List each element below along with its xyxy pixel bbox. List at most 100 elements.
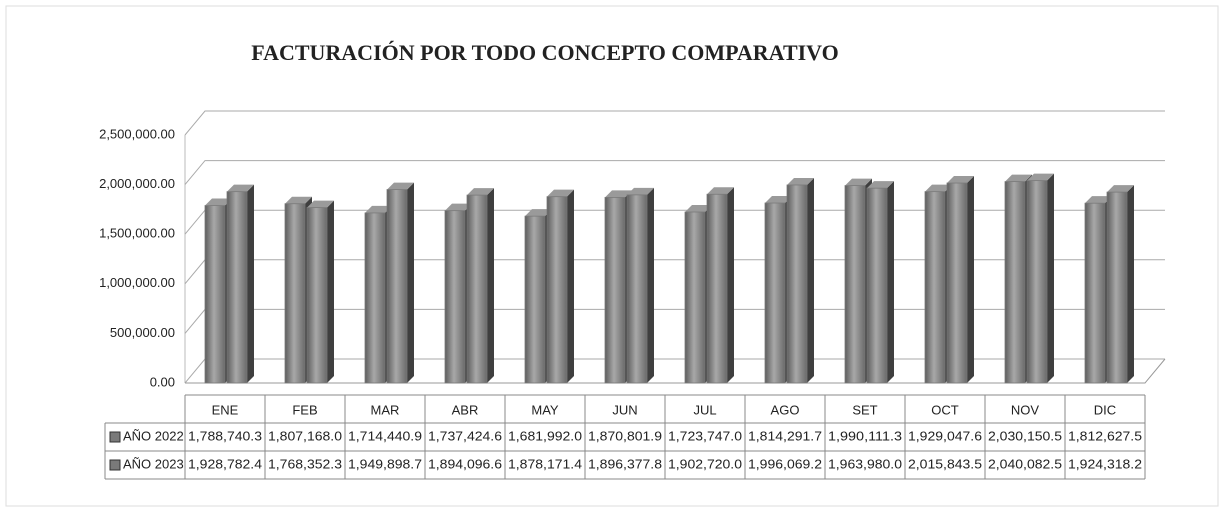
bar-top bbox=[547, 189, 574, 197]
bar-top bbox=[1107, 185, 1134, 193]
x-tick-label: DIC bbox=[1094, 402, 1116, 417]
table-value: 1,949,898.7 bbox=[348, 456, 422, 471]
bar bbox=[924, 191, 946, 384]
bar bbox=[946, 182, 968, 384]
table-value: 2,040,082.5 bbox=[988, 456, 1062, 471]
y-tick-label: 0.00 bbox=[150, 374, 175, 389]
bar-top bbox=[867, 181, 894, 189]
bar bbox=[1004, 181, 1026, 384]
bar-top bbox=[307, 200, 334, 208]
bar bbox=[226, 191, 248, 384]
bar bbox=[1026, 180, 1048, 384]
table-value: 2,030,150.5 bbox=[988, 428, 1062, 443]
bar-side bbox=[727, 187, 734, 383]
x-tick-label: AGO bbox=[771, 402, 800, 417]
table-value: 1,870,801.9 bbox=[588, 428, 662, 443]
bar-top bbox=[947, 176, 974, 184]
legend-key bbox=[109, 431, 121, 443]
bar bbox=[866, 187, 888, 384]
table-value: 2,015,843.5 bbox=[908, 456, 982, 471]
bar-top bbox=[627, 187, 654, 195]
table-value: 1,924,318.2 bbox=[1068, 456, 1142, 471]
bar bbox=[706, 193, 728, 384]
chart-border bbox=[5, 5, 1219, 507]
table-value: 1,894,096.6 bbox=[428, 456, 502, 471]
legend-label: AÑO 2023 bbox=[123, 456, 184, 471]
grid-line bbox=[184, 110, 1165, 136]
table-value: 1,814,291.7 bbox=[748, 428, 822, 443]
table-value: 1,681,992.0 bbox=[508, 428, 582, 443]
bar bbox=[786, 184, 808, 384]
table-value: 1,812,627.5 bbox=[1068, 428, 1142, 443]
y-tick-label: 1,500,000.00 bbox=[99, 226, 175, 241]
bar bbox=[364, 212, 386, 384]
floor bbox=[185, 358, 1166, 384]
bar bbox=[546, 196, 568, 384]
bar-top bbox=[1027, 173, 1054, 181]
bar-side bbox=[1047, 173, 1054, 383]
table-value: 1,996,069.2 bbox=[748, 456, 822, 471]
x-tick-label: ABR bbox=[452, 402, 479, 417]
bar-top bbox=[467, 188, 494, 196]
bar bbox=[604, 197, 626, 384]
bar-side bbox=[487, 188, 494, 383]
bar-top bbox=[525, 209, 552, 217]
table-value: 1,896,377.8 bbox=[588, 456, 662, 471]
table-value: 1,990,111.3 bbox=[828, 428, 902, 443]
bar-top bbox=[365, 205, 392, 213]
x-tick-label: ENE bbox=[212, 402, 239, 417]
bar bbox=[1106, 191, 1128, 384]
table-value: 1,963,980.0 bbox=[828, 456, 902, 471]
bar bbox=[386, 189, 408, 384]
x-tick-label: NOV bbox=[1011, 402, 1040, 417]
bar-top bbox=[787, 177, 814, 185]
bar-side bbox=[567, 189, 574, 383]
x-tick-label: JUN bbox=[612, 402, 637, 417]
bar-top bbox=[285, 196, 312, 204]
grid-line bbox=[184, 160, 1165, 185]
legend-key bbox=[109, 459, 121, 471]
y-tick-label: 2,000,000.00 bbox=[99, 176, 175, 191]
bar-top bbox=[1005, 174, 1032, 182]
table-value: 1,929,047.6 bbox=[908, 428, 982, 443]
bar bbox=[764, 202, 786, 384]
bar bbox=[444, 210, 466, 384]
bar-top bbox=[1085, 196, 1112, 204]
table-value: 1,928,782.4 bbox=[188, 456, 262, 471]
bar-top bbox=[765, 196, 792, 204]
bar-side bbox=[247, 184, 254, 383]
bar-side bbox=[327, 200, 334, 383]
bar bbox=[844, 185, 866, 384]
table-value: 1,768,352.3 bbox=[268, 456, 342, 471]
bar-top bbox=[925, 184, 952, 192]
bar-top bbox=[685, 205, 712, 213]
x-tick-label: SET bbox=[852, 402, 877, 417]
bar-top bbox=[445, 203, 472, 211]
y-tick-label: 2,500,000.00 bbox=[99, 126, 175, 141]
x-tick-label: JUL bbox=[693, 402, 716, 417]
table-value: 1,714,440.9 bbox=[348, 428, 422, 443]
bar-top bbox=[605, 190, 632, 198]
x-tick-label: MAR bbox=[371, 402, 400, 417]
bar bbox=[626, 194, 648, 384]
bar bbox=[284, 203, 306, 384]
table-value: 1,878,171.4 bbox=[508, 456, 582, 471]
bar-side bbox=[887, 181, 894, 383]
bar-top bbox=[707, 187, 734, 195]
bar bbox=[524, 215, 546, 384]
bar-side bbox=[647, 187, 654, 383]
bar bbox=[466, 194, 488, 384]
bar-side bbox=[967, 176, 974, 383]
y-tick-label: 1,000,000.00 bbox=[99, 275, 175, 290]
bar bbox=[306, 207, 328, 384]
x-tick-label: MAY bbox=[531, 402, 559, 417]
bar-top bbox=[387, 182, 414, 190]
y-tick-label: 500,000.00 bbox=[110, 325, 175, 340]
bar-side bbox=[807, 177, 814, 383]
x-tick-label: OCT bbox=[931, 402, 959, 417]
table-value: 1,723,747.0 bbox=[668, 428, 742, 443]
bar-top bbox=[227, 184, 254, 192]
bar bbox=[684, 211, 706, 384]
bar-top bbox=[205, 198, 232, 206]
bar bbox=[1084, 202, 1106, 384]
